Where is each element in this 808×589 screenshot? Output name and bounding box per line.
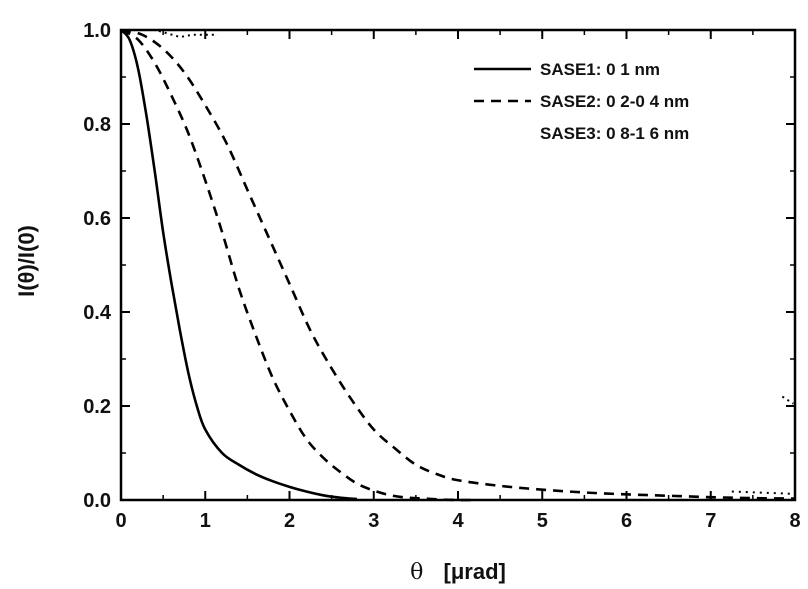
axis-labels: I(θ)/I(0) θ [μrad] bbox=[14, 225, 506, 585]
x-tick-label: 4 bbox=[452, 510, 464, 532]
axes: 0 1 2 3 4 5 6 7 8 0.0 0.2 0.4 0.6 0.8 1.0 bbox=[83, 20, 800, 532]
dotted-fragment-right bbox=[781, 395, 794, 405]
plot-frame bbox=[119, 28, 797, 502]
x-tick-label: 2 bbox=[284, 510, 295, 532]
x-axis-symbol: θ bbox=[410, 560, 423, 585]
x-tick-label: 3 bbox=[368, 510, 379, 532]
legend-label-1: SASE1: 0 1 nm bbox=[540, 60, 660, 79]
y-tick-label: 0.4 bbox=[83, 302, 112, 324]
x-tick-label: 8 bbox=[789, 510, 800, 532]
dotted-scan-artifacts bbox=[158, 29, 796, 495]
legend: SASE1: 0 1 nm SASE2: 0 2-0 4 nm SASE3: 0 8… bbox=[474, 60, 689, 143]
dotted-fragment-bottom bbox=[731, 490, 796, 495]
x-axis-unit: [μrad] bbox=[444, 559, 506, 584]
series-line-2 bbox=[120, 28, 475, 502]
y-tick-label: 0.2 bbox=[83, 396, 111, 418]
y-tick-label: 0.8 bbox=[83, 114, 111, 136]
series-layer bbox=[120, 28, 796, 502]
x-tick-label: 0 bbox=[115, 510, 126, 532]
y-tick-label: 0.0 bbox=[83, 490, 111, 512]
dotted-fragment-top bbox=[158, 29, 218, 39]
legend-label-3: SASE3: 0 8-1 6 nm bbox=[540, 124, 689, 143]
legend-label-2: SASE2: 0 2-0 4 nm bbox=[540, 92, 689, 111]
x-axis-title: θ [μrad] bbox=[410, 559, 506, 585]
y-axis-title: I(θ)/I(0) bbox=[14, 225, 39, 297]
x-tick-label: 6 bbox=[621, 510, 632, 532]
series-line-1 bbox=[120, 29, 358, 501]
y-tick-label: 0.6 bbox=[83, 208, 111, 230]
x-tick-label: 7 bbox=[705, 510, 716, 532]
x-tick-label: 5 bbox=[537, 510, 548, 532]
x-tick-label: 1 bbox=[200, 510, 211, 532]
y-tick-label: 1.0 bbox=[83, 20, 111, 42]
series-line-3 bbox=[120, 28, 796, 500]
